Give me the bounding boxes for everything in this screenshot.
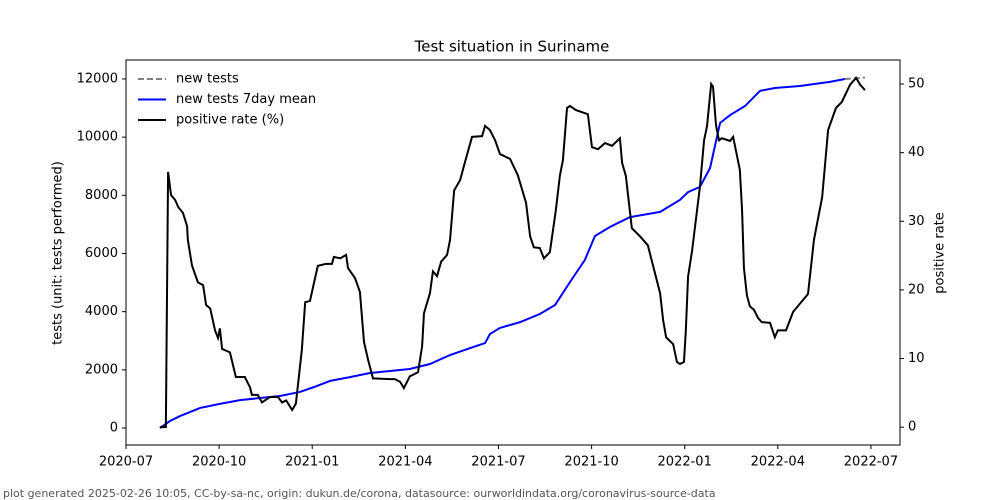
legend-label: new tests xyxy=(176,72,239,87)
y-axis-label: tests (unit: tests performed) xyxy=(51,161,66,345)
y-tick-label: 0 xyxy=(110,421,118,436)
x-tick-label: 2022-04 xyxy=(751,455,805,470)
y2-axis-label: positive rate xyxy=(933,212,948,294)
y2-tick-label: 30 xyxy=(908,214,925,229)
y-tick-label: 2000 xyxy=(85,362,118,377)
legend-label: new tests 7day mean xyxy=(176,92,316,107)
series-line xyxy=(159,76,866,429)
y-tick-label: 12000 xyxy=(77,71,118,86)
y2-tick-label: 40 xyxy=(908,145,925,160)
y2-tick-label: 50 xyxy=(908,77,925,92)
x-tick-label: 2021-07 xyxy=(471,455,525,470)
legend-label: positive rate (%) xyxy=(176,113,284,128)
y-tick-label: 4000 xyxy=(85,304,118,319)
chart-title: Test situation in Suriname xyxy=(414,38,610,56)
x-tick-label: 2022-01 xyxy=(658,455,712,470)
series-line xyxy=(159,77,846,429)
footer: plot generated 2025-02-26 10:05, CC-by-s… xyxy=(3,487,716,500)
x-tick-label: 2020-10 xyxy=(192,455,246,470)
x-tick-label: 2021-01 xyxy=(285,455,339,470)
y-tick-label: 10000 xyxy=(77,130,118,145)
y2-tick-label: 10 xyxy=(908,351,925,366)
y-tick-label: 8000 xyxy=(85,188,118,203)
y2-tick-label: 0 xyxy=(908,420,916,435)
x-tick-label: 2021-04 xyxy=(378,455,432,470)
y2-tick-label: 20 xyxy=(908,282,925,297)
x-tick-label: 2022-07 xyxy=(844,455,898,470)
y-tick-label: 6000 xyxy=(85,246,118,261)
x-tick-label: 2020-07 xyxy=(99,455,153,470)
plot-frame xyxy=(125,59,901,446)
x-tick-label: 2021-10 xyxy=(564,455,618,470)
